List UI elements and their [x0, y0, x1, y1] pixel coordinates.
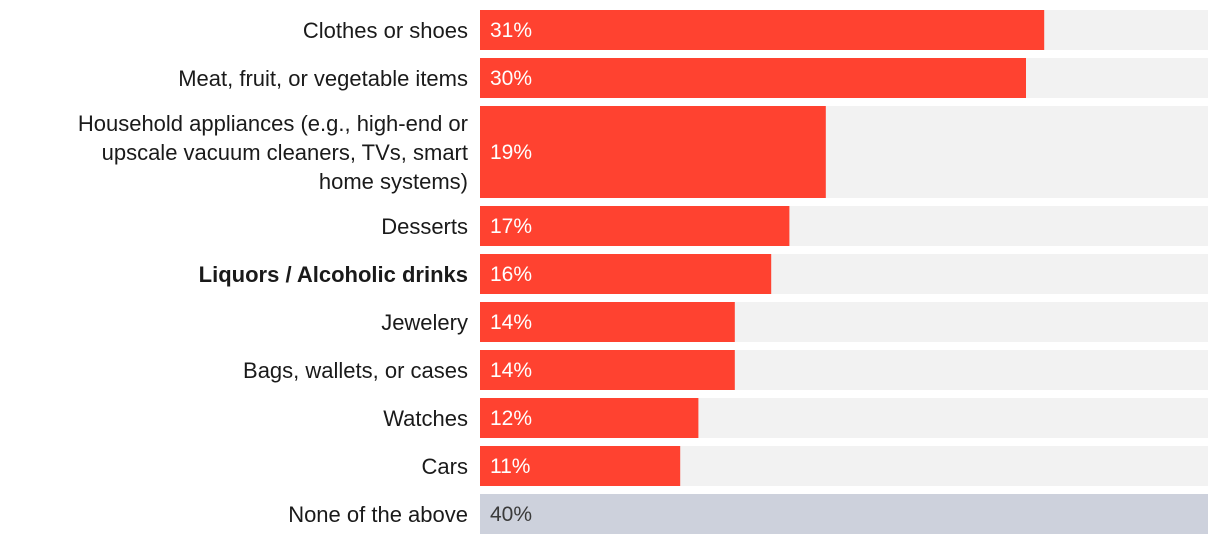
bar	[480, 58, 1026, 98]
category-label: None of the above	[288, 502, 468, 527]
category-label: Clothes or shoes	[303, 18, 468, 43]
bar-row: 14% Bags, wallets, or cases	[243, 350, 1208, 390]
bar-row: 16% Liquors / Alcoholic drinks	[199, 254, 1208, 294]
category-label: home systems)	[319, 169, 468, 194]
bar-row: 11% Cars	[422, 446, 1208, 486]
category-label: Jewelery	[381, 310, 468, 335]
bar-row: 19% Household appliances (e.g., high-end …	[78, 106, 1208, 198]
bar	[480, 10, 1045, 50]
bar-row: 12% Watches	[383, 398, 1208, 438]
bar-value-label: 11%	[490, 455, 530, 478]
bar-row: 31% Clothes or shoes	[303, 10, 1208, 50]
bar-value-label: 14%	[490, 359, 532, 382]
category-label: upscale vacuum cleaners, TVs, smart	[102, 140, 468, 165]
bar	[480, 254, 772, 294]
bar	[480, 350, 735, 390]
category-label: Cars	[422, 454, 468, 479]
bar-value-label: 17%	[490, 215, 532, 238]
category-label: Bags, wallets, or cases	[243, 358, 468, 383]
bar-row: 14% Jewelery	[381, 302, 1208, 342]
category-label: Desserts	[381, 214, 468, 239]
bar-row: 30% Meat, fruit, or vegetable items	[178, 58, 1208, 98]
bar-value-label: 40%	[490, 503, 532, 526]
bar-value-label: 31%	[490, 19, 532, 42]
bar-row: 17% Desserts	[381, 206, 1208, 246]
bar	[480, 302, 735, 342]
category-label: Watches	[383, 406, 468, 431]
bar	[480, 494, 1208, 534]
category-label: Liquors / Alcoholic drinks	[199, 262, 468, 287]
bar	[480, 106, 826, 198]
bar-value-label: 12%	[490, 407, 532, 430]
bar	[480, 398, 699, 438]
bar-value-label: 14%	[490, 311, 532, 334]
category-label: Meat, fruit, or vegetable items	[178, 66, 468, 91]
bar	[480, 446, 681, 486]
bar-value-label: 30%	[490, 67, 532, 90]
category-label: Household appliances (e.g., high-end or	[78, 111, 468, 136]
bar-value-label: 19%	[490, 141, 532, 164]
bar	[480, 206, 790, 246]
bar-value-label: 16%	[490, 263, 532, 286]
bar-row: 40% None of the above	[288, 494, 1208, 534]
